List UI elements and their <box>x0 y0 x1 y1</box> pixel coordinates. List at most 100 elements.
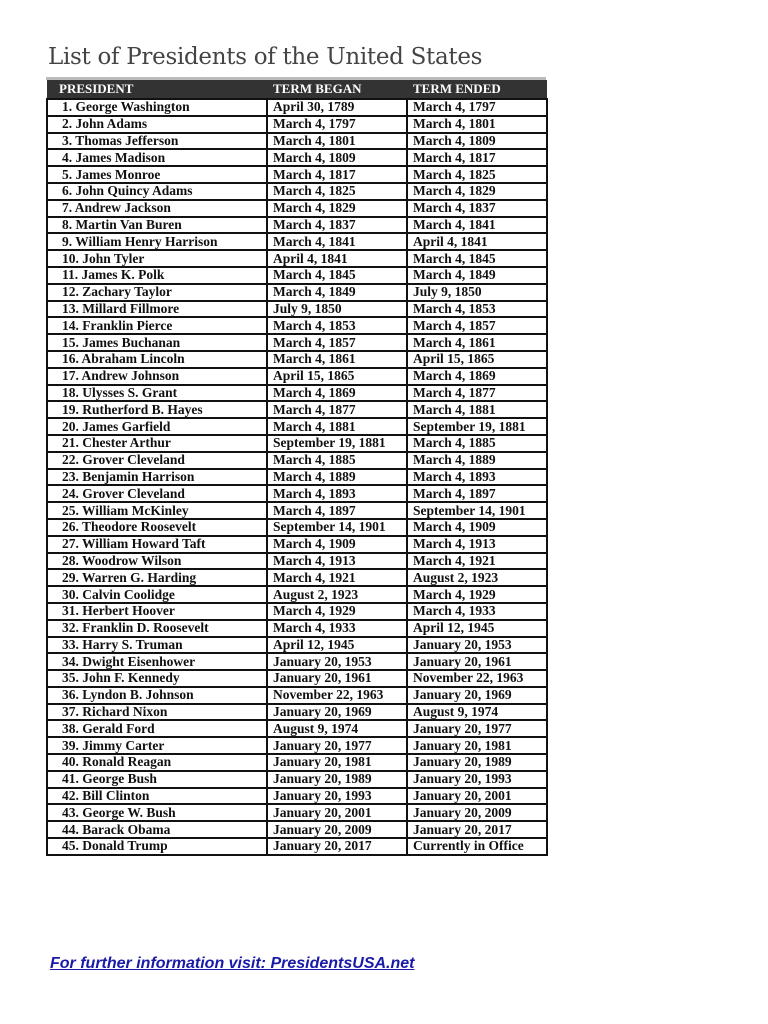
term-ended-cell: March 4, 1913 <box>406 534 548 554</box>
term-began-cell: September 19, 1881 <box>266 433 408 453</box>
table-row: 25. William McKinley March 4, 1897 Septemb… <box>46 501 548 520</box>
president-cell: 26. Theodore Roosevelt <box>46 517 268 537</box>
table-row: 2. John Adams March 4, 1797 March 4, 1801 <box>46 114 548 134</box>
table-row: 35. John F. Kennedy January 20, 1961 Novem… <box>46 669 548 688</box>
president-cell: 40. Ronald Reagan <box>46 753 268 772</box>
term-ended-cell: March 4, 1841 <box>406 215 548 235</box>
president-cell: 8. Martin Van Buren <box>46 215 268 235</box>
term-ended-cell: March 4, 1869 <box>406 366 548 386</box>
table-row: 41. George Bush January 20, 1989 January 2… <box>46 769 548 789</box>
term-began-cell: March 4, 1801 <box>266 131 408 151</box>
table-row: 8. Martin Van Buren March 4, 1837 March 4,… <box>46 215 548 235</box>
president-cell: 23. Benjamin Harrison <box>46 467 268 487</box>
president-cell: 34. Dwight Eisenhower <box>46 652 268 672</box>
president-cell: 44. Barack Obama <box>46 820 268 840</box>
president-cell: 20. James Garfield <box>46 417 268 436</box>
table-row: 21. Chester Arthur September 19, 1881 Marc… <box>46 433 548 453</box>
term-began-cell: March 4, 1849 <box>266 282 408 302</box>
term-ended-cell: March 4, 1877 <box>406 383 548 403</box>
president-cell: 10. John Tyler <box>46 249 268 268</box>
column-header-president: PRESIDENT <box>47 80 267 99</box>
table-row: 18. Ulysses S. Grant March 4, 1869 March 4… <box>46 383 548 403</box>
term-began-cell: April 4, 1841 <box>266 249 408 268</box>
term-ended-cell: January 20, 1981 <box>406 736 548 756</box>
president-cell: 30. Calvin Coolidge <box>46 585 268 604</box>
table-row: 30. Calvin Coolidge August 2, 1923 March 4… <box>46 585 548 604</box>
table-row: 6. John Quincy Adams March 4, 1825 March 4… <box>46 181 548 201</box>
term-began-cell: March 4, 1797 <box>266 114 408 134</box>
divider <box>46 77 546 80</box>
column-header-term-began: TERM BEGAN <box>267 80 407 99</box>
term-began-cell: March 4, 1889 <box>266 467 408 487</box>
term-began-cell: March 4, 1853 <box>266 316 408 336</box>
table-row: 3. Thomas Jefferson March 4, 1801 March 4,… <box>46 131 548 151</box>
table-row: 42. Bill Clinton January 20, 1993 January … <box>46 786 548 806</box>
term-ended-cell: January 20, 1961 <box>406 652 548 672</box>
term-ended-cell: March 4, 1929 <box>406 585 548 604</box>
president-cell: 3. Thomas Jefferson <box>46 131 268 151</box>
presidentsusa-link[interactable]: For further information visit: President… <box>50 955 415 972</box>
president-cell: 25. William McKinley <box>46 501 268 520</box>
president-cell: 16. Abraham Lincoln <box>46 349 268 369</box>
president-cell: 42. Bill Clinton <box>46 786 268 806</box>
table-row: 16. Abraham Lincoln March 4, 1861 April 15… <box>46 349 548 369</box>
table-row: 31. Herbert Hoover March 4, 1929 March 4, … <box>46 601 548 621</box>
term-began-cell: March 4, 1881 <box>266 417 408 436</box>
term-ended-cell: January 20, 1993 <box>406 769 548 789</box>
table-row: 11. James K. Polk March 4, 1845 March 4, 1… <box>46 265 548 285</box>
table-row: 22. Grover Cleveland March 4, 1885 March 4… <box>46 450 548 470</box>
president-cell: 11. James K. Polk <box>46 265 268 285</box>
term-ended-cell: November 22, 1963 <box>406 669 548 688</box>
term-ended-cell: March 4, 1933 <box>406 601 548 621</box>
president-cell: 12. Zachary Taylor <box>46 282 268 302</box>
president-cell: 24. Grover Cleveland <box>46 484 268 504</box>
term-ended-cell: March 4, 1853 <box>406 299 548 319</box>
term-ended-cell: March 4, 1921 <box>406 551 548 571</box>
president-cell: 33. Harry S. Truman <box>46 635 268 655</box>
president-cell: 36. Lyndon B. Johnson <box>46 685 268 705</box>
president-cell: 4. James Madison <box>46 148 268 168</box>
president-cell: 43. George W. Bush <box>46 803 268 823</box>
president-cell: 6. John Quincy Adams <box>46 181 268 201</box>
term-ended-cell: March 4, 1893 <box>406 467 548 487</box>
term-began-cell: September 14, 1901 <box>266 517 408 537</box>
table-row: 4. James Madison March 4, 1809 March 4, 18… <box>46 148 548 168</box>
term-ended-cell: January 20, 2017 <box>406 820 548 840</box>
term-ended-cell: January 20, 1977 <box>406 719 548 739</box>
table-row: 7. Andrew Jackson March 4, 1829 March 4, 1… <box>46 198 548 218</box>
term-began-cell: March 4, 1897 <box>266 501 408 520</box>
term-ended-cell: August 9, 1974 <box>406 702 548 722</box>
term-began-cell: March 4, 1929 <box>266 601 408 621</box>
president-cell: 39. Jimmy Carter <box>46 736 268 756</box>
table-row: 14. Franklin Pierce March 4, 1853 March 4,… <box>46 316 548 336</box>
president-cell: 32. Franklin D. Roosevelt <box>46 618 268 638</box>
table-row: 19. Rutherford B. Hayes March 4, 1877 Marc… <box>46 400 548 420</box>
president-cell: 9. William Henry Harrison <box>46 232 268 252</box>
term-began-cell: August 9, 1974 <box>266 719 408 739</box>
term-began-cell: April 30, 1789 <box>266 98 408 117</box>
president-cell: 7. Andrew Jackson <box>46 198 268 218</box>
president-cell: 22. Grover Cleveland <box>46 450 268 470</box>
table-row: 34. Dwight Eisenhower January 20, 1953 Jan… <box>46 652 548 672</box>
term-ended-cell: March 4, 1885 <box>406 433 548 453</box>
term-began-cell: January 20, 1993 <box>266 786 408 806</box>
term-began-cell: March 4, 1809 <box>266 148 408 168</box>
table-row: 5. James Monroe March 4, 1817 March 4, 182… <box>46 165 548 184</box>
term-began-cell: March 4, 1857 <box>266 333 408 352</box>
president-cell: 37. Richard Nixon <box>46 702 268 722</box>
term-ended-cell: January 20, 2009 <box>406 803 548 823</box>
president-cell: 18. Ulysses S. Grant <box>46 383 268 403</box>
table-row: 15. James Buchanan March 4, 1857 March 4, … <box>46 333 548 352</box>
term-began-cell: March 4, 1885 <box>266 450 408 470</box>
term-ended-cell: September 19, 1881 <box>406 417 548 436</box>
term-ended-cell: March 4, 1845 <box>406 249 548 268</box>
table-row: 38. Gerald Ford August 9, 1974 January 20,… <box>46 719 548 739</box>
term-began-cell: January 20, 2001 <box>266 803 408 823</box>
term-began-cell: March 4, 1933 <box>266 618 408 638</box>
term-ended-cell: March 4, 1861 <box>406 333 548 352</box>
term-ended-cell: April 4, 1841 <box>406 232 548 252</box>
term-ended-cell: March 4, 1837 <box>406 198 548 218</box>
term-ended-cell: March 4, 1889 <box>406 450 548 470</box>
president-cell: 45. Donald Trump <box>46 837 268 856</box>
presidents-table: PRESIDENT TERM BEGAN TERM ENDED 1. Georg… <box>46 80 548 856</box>
